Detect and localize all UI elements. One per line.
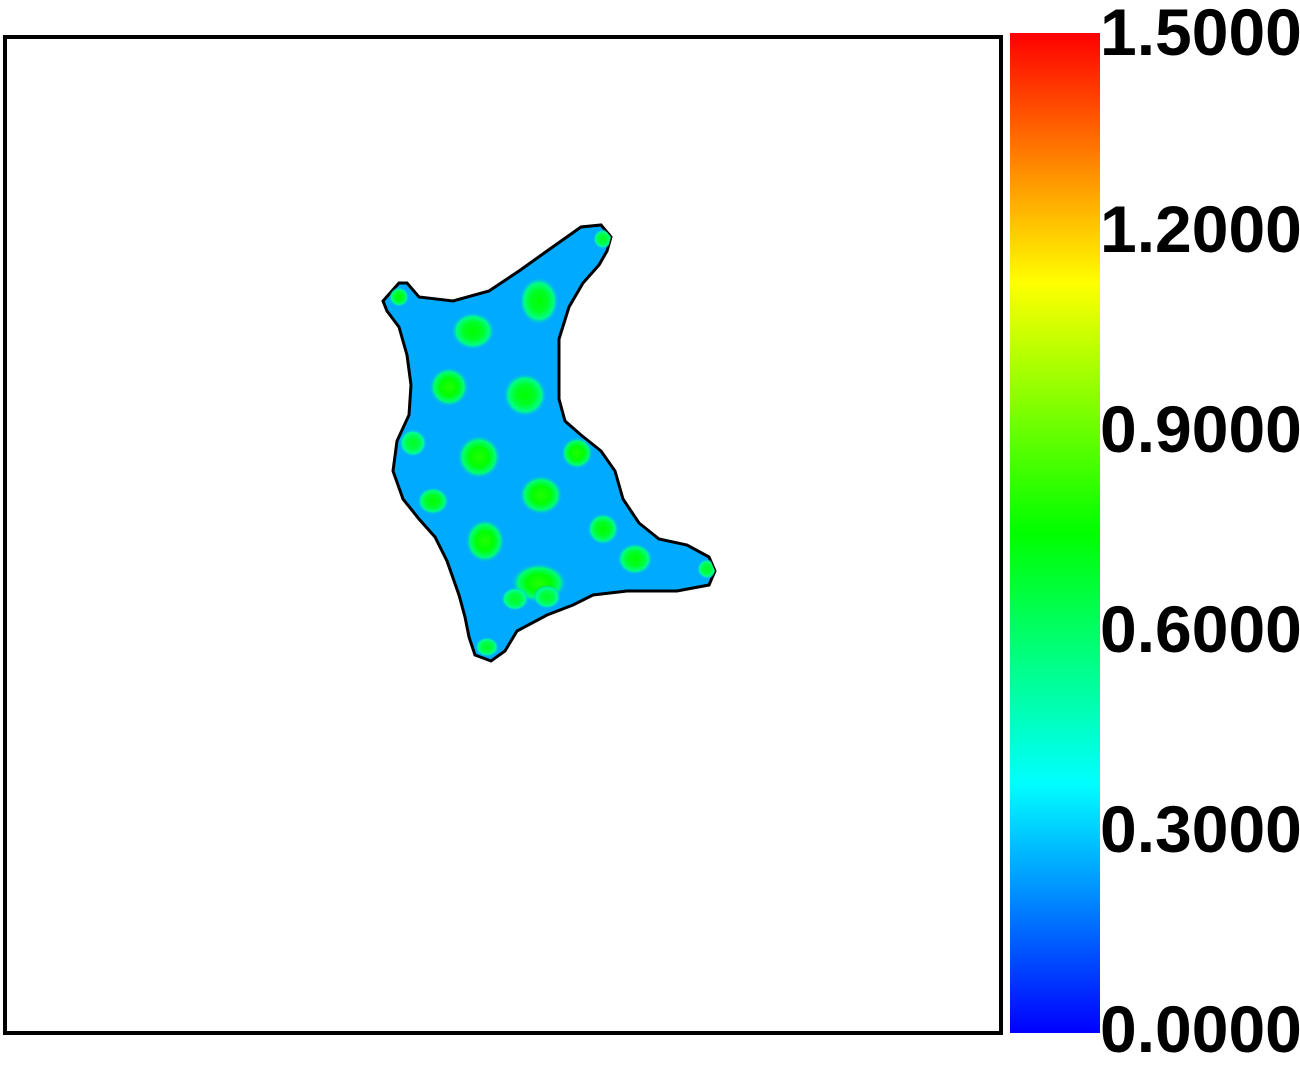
field-spot	[503, 373, 547, 417]
field-spot	[475, 637, 499, 657]
colorbar-tick-label: 0.0000	[1100, 992, 1300, 1066]
colorbar-tick-label: 0.9000	[1100, 392, 1300, 466]
field-spot	[457, 435, 501, 479]
field-spot	[451, 312, 495, 350]
field-spot	[587, 513, 619, 545]
field-spot	[389, 287, 409, 307]
colorbar-tick-label: 0.6000	[1100, 592, 1300, 666]
field-spot	[533, 585, 561, 609]
field-spot	[519, 475, 563, 515]
field-spot	[465, 519, 505, 563]
field-spot	[501, 587, 529, 611]
field-spot	[697, 559, 715, 579]
field-spot	[561, 437, 593, 469]
colorbar-tick-label: 0.3000	[1100, 792, 1300, 866]
field-spot	[399, 429, 427, 457]
field-spot	[519, 277, 559, 325]
field-spot	[417, 487, 449, 515]
colorbar-tick-label: 1.2000	[1100, 192, 1300, 266]
field-spot	[593, 229, 613, 249]
field-spot	[429, 367, 469, 407]
colorbar	[1010, 33, 1100, 1033]
heatmap-field	[381, 223, 717, 663]
plot-area	[3, 35, 1003, 1035]
field-spot	[617, 543, 653, 575]
colorbar-tick-label: 1.5000	[1100, 0, 1300, 69]
